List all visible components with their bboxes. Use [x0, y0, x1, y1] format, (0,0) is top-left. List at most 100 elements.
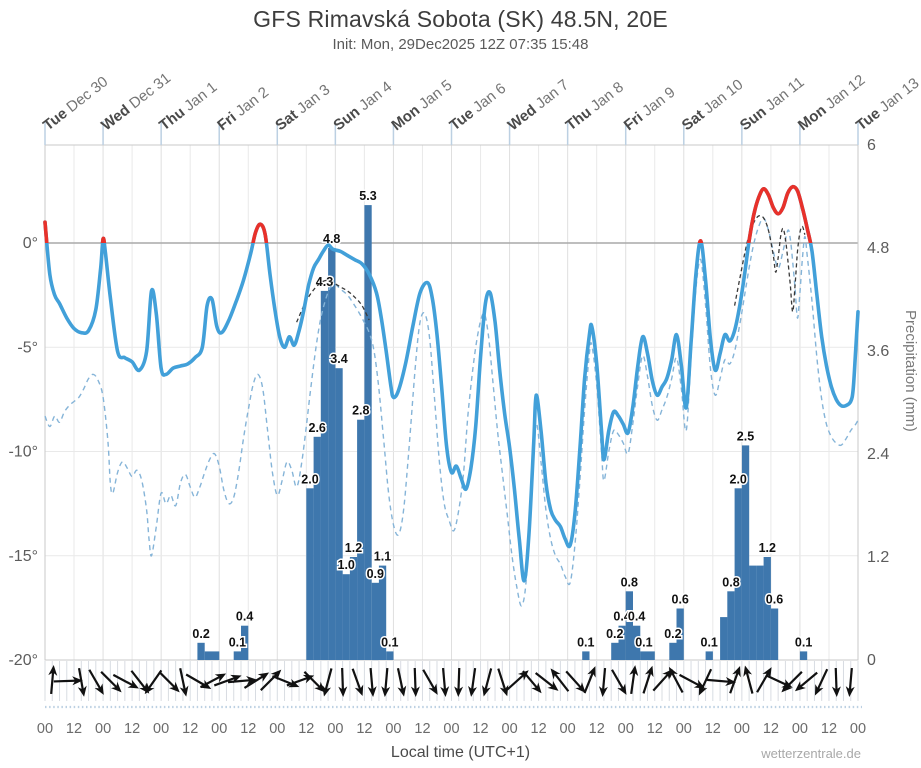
precip-bar: [676, 608, 684, 660]
hour-label: 00: [676, 721, 692, 737]
precip-tick-label: 1.2: [867, 549, 889, 566]
precip-value-label: 0.1: [229, 635, 246, 649]
wind-arrow: [322, 668, 333, 697]
precip-bar: [197, 642, 205, 660]
precip-bar: [720, 617, 728, 660]
wind-arrow: [642, 665, 654, 694]
precip-value-label: 0.2: [664, 627, 681, 641]
wind-arrow: [144, 669, 163, 695]
precip-bar: [241, 625, 249, 660]
precip-bar: [618, 625, 626, 660]
precip-value-label: 1.1: [374, 550, 391, 564]
precip-value-label: 4.3: [316, 275, 333, 289]
precip-tick-label: 3.6: [867, 343, 889, 360]
wind-arrow: [454, 667, 464, 697]
hour-label: 12: [821, 721, 837, 737]
hour-label: 00: [443, 721, 459, 737]
temp-solid-line: [43, 184, 860, 583]
precip-bar: [756, 565, 764, 660]
precip-value-label: 0.4: [628, 610, 645, 624]
precip-bar: [342, 574, 350, 660]
wind-arrow: [338, 667, 348, 697]
precip-bar: [320, 290, 329, 660]
hour-label: 12: [124, 721, 140, 737]
wind-arrow: [482, 668, 493, 697]
day-label: Mon Jan 5: [388, 77, 455, 135]
hour-label: 12: [298, 721, 314, 737]
precip-bar: [582, 651, 590, 660]
hour-label: 00: [850, 721, 866, 737]
day-label: Sun Jan 11: [737, 74, 808, 134]
precip-bar: [233, 651, 241, 660]
precip-value-label: 2.0: [301, 472, 318, 486]
precip-bar: [313, 436, 321, 660]
hour-label: 12: [240, 721, 256, 737]
day-label: Fri Jan 9: [621, 84, 679, 134]
wind-arrow: [48, 665, 58, 695]
wind-arrow: [611, 669, 627, 695]
precip-value-label: 1.2: [759, 541, 776, 555]
precip-bar: [741, 445, 750, 660]
day-label: Sat Jan 3: [272, 81, 333, 134]
wind-arrow: [303, 671, 325, 693]
precip-bar: [328, 248, 336, 660]
precip-bar: [770, 608, 779, 660]
precip-bar: [705, 651, 713, 660]
hour-label: 00: [269, 721, 285, 737]
wind-arrow: [227, 676, 257, 686]
day-label: Fri Jan 2: [214, 84, 272, 134]
precip-value-label: 0.9: [367, 567, 384, 581]
precip-value-label: 2.0: [730, 472, 747, 486]
wind-arrow: [53, 676, 83, 686]
wind-arrow: [565, 670, 586, 693]
hour-label: 12: [705, 721, 721, 737]
precip-value-label: 0.2: [606, 627, 623, 641]
wind-arrow: [781, 671, 803, 693]
hour-label: 12: [589, 721, 605, 737]
day-label: Sun Jan 4: [330, 78, 395, 134]
temp-tick-label: -15°: [8, 548, 38, 565]
wind-arrow: [440, 667, 450, 697]
precip-tick-label: 0: [867, 652, 876, 669]
wind-arrow: [351, 668, 364, 697]
wind-arrow: [213, 674, 242, 687]
precip-bar: [335, 368, 343, 660]
wind-arrow: [698, 668, 713, 696]
hour-label: 00: [211, 721, 227, 737]
precip-bar: [212, 651, 220, 660]
temp-black-dashed-line: [296, 279, 370, 323]
precip-bar: [357, 419, 365, 660]
precip-bar: [647, 651, 655, 660]
wind-arrow: [396, 668, 407, 697]
hour-label: 12: [414, 721, 430, 737]
precip-value-label: 0.1: [795, 635, 812, 649]
wind-arrow: [729, 665, 741, 694]
temp-tick-label: -5°: [17, 339, 38, 356]
wind-arrow: [410, 667, 420, 697]
x-axis-title: Local time (UTC+1): [390, 744, 531, 761]
precip-value-label: 3.4: [330, 352, 347, 366]
watermark: wetterzentrale.de: [761, 746, 861, 761]
wind-arrow: [743, 665, 754, 694]
temp-tick-label: 0°: [23, 235, 38, 252]
precip-value-label: 0.1: [635, 635, 652, 649]
precip-bar: [734, 488, 742, 660]
wind-arrow: [497, 668, 509, 697]
hour-label: 12: [647, 721, 663, 737]
precip-value-label: 0.6: [766, 593, 783, 607]
precip-bar: [204, 651, 212, 660]
precip-value-label: 0.6: [672, 593, 689, 607]
wind-arrow: [845, 667, 855, 697]
temp-dashed-line: [44, 217, 859, 607]
wind-arrow: [831, 667, 841, 697]
precip-value-label: 0.1: [381, 635, 398, 649]
temp-tick-label: -10°: [8, 444, 38, 461]
hour-label: 12: [531, 721, 547, 737]
day-label: Wed Jan 7: [505, 76, 572, 134]
wind-arrow: [550, 668, 570, 692]
hour-label: 12: [66, 721, 82, 737]
precip-value-label: 0.4: [613, 610, 630, 624]
precip-bar: [633, 625, 641, 660]
hour-label: 00: [95, 721, 111, 737]
